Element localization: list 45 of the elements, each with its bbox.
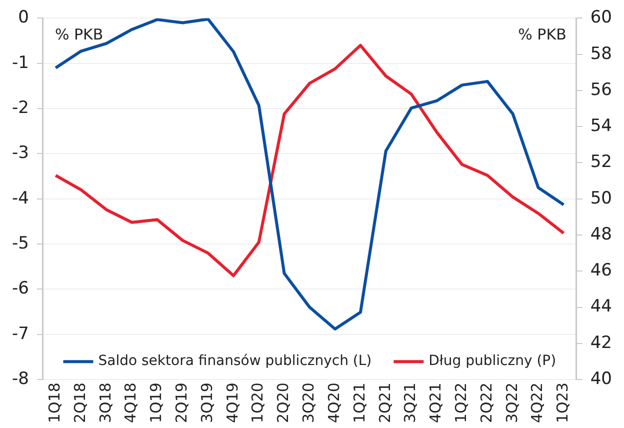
y2-tick-label: 50 bbox=[590, 188, 612, 208]
y2-tick-label: 56 bbox=[590, 80, 612, 100]
y-tick-label: 0 bbox=[18, 8, 29, 28]
x-tick-label: 3Q21 bbox=[401, 382, 420, 423]
x-tick-label: 4Q21 bbox=[426, 382, 445, 423]
y2-tick-label: 52 bbox=[590, 152, 612, 172]
y-tick-label: -5 bbox=[12, 233, 29, 254]
x-tick-label: 4Q18 bbox=[122, 382, 140, 423]
x-tick-label: 3Q18 bbox=[96, 382, 114, 423]
x-tick-label: 1Q21 bbox=[350, 382, 368, 423]
y-tick-label: -7 bbox=[12, 324, 29, 344]
x-tick-label: 3Q20 bbox=[300, 382, 318, 423]
y-tick-label: -4 bbox=[12, 188, 29, 208]
y-tick-label: -2 bbox=[12, 98, 29, 118]
y-axis-title: % PKB bbox=[54, 26, 104, 44]
x-tick-label: 2Q18 bbox=[70, 382, 89, 423]
legend-label: Saldo sektora finansów publicznych (L) bbox=[98, 353, 372, 370]
x-tick-label: 2Q21 bbox=[376, 382, 394, 423]
x-tick-label: 4Q22 bbox=[528, 382, 546, 423]
x-tick-label: 2Q20 bbox=[274, 382, 292, 423]
y2-tick-label: 40 bbox=[590, 368, 612, 389]
x-tick-label: 4Q20 bbox=[324, 382, 343, 423]
y2-tick-label: 58 bbox=[590, 44, 612, 64]
x-tick-label: 1Q23 bbox=[554, 382, 572, 423]
y-tick-label: -1 bbox=[12, 52, 29, 73]
x-tick-label: 3Q19 bbox=[198, 382, 216, 423]
y2-tick-label: 44 bbox=[590, 296, 612, 317]
x-tick-label: 3Q22 bbox=[502, 382, 521, 423]
y2-tick-label: 46 bbox=[590, 260, 612, 281]
x-tick-label: 1Q20 bbox=[248, 382, 267, 423]
x-tick-label: 2Q22 bbox=[477, 382, 496, 423]
y-tick-label: -8 bbox=[12, 368, 29, 389]
x-tick-label: 2Q19 bbox=[172, 382, 191, 423]
y2-tick-label: 48 bbox=[590, 224, 612, 244]
y2-tick-label: 42 bbox=[590, 332, 612, 353]
y-tick-label: -3 bbox=[12, 143, 29, 164]
x-tick-label: 4Q19 bbox=[223, 382, 242, 423]
y2-tick-label: 54 bbox=[590, 116, 612, 136]
x-tick-label: 1Q18 bbox=[46, 382, 64, 423]
x-tick-label: 1Q22 bbox=[452, 382, 470, 423]
y-tick-label: -6 bbox=[12, 278, 29, 299]
y2-axis-title: % PKB bbox=[518, 26, 566, 44]
legend-label: Dług publiczny (P) bbox=[428, 353, 556, 370]
y2-tick-label: 60 bbox=[590, 8, 612, 28]
x-tick-label: 1Q19 bbox=[147, 382, 166, 423]
